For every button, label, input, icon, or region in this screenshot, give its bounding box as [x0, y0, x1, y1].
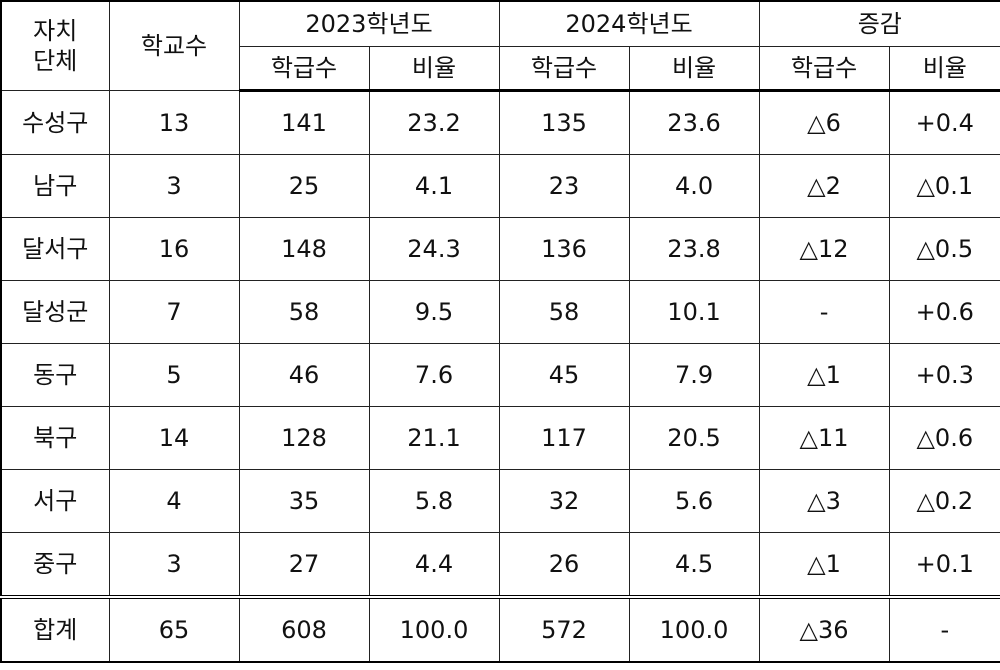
- table-cell: 7: [108, 280, 240, 344]
- header-cell: 2023학년도: [238, 0, 500, 47]
- table-cell: +0.3: [888, 343, 1000, 407]
- table-cell: 북구: [0, 406, 110, 470]
- header-cell: 비율: [368, 46, 500, 92]
- table-cell: 5.6: [628, 469, 760, 533]
- table-row: 달서구 16 148 24.3 136 23.8 △12 △0.5: [0, 217, 1000, 281]
- table-cell: 45: [498, 343, 630, 407]
- table-cell: △36: [758, 595, 890, 663]
- table-cell: 23.8: [628, 217, 760, 281]
- table-cell: 23: [498, 154, 630, 218]
- table-cell: 58: [238, 280, 370, 344]
- table-cell: 달성군: [0, 280, 110, 344]
- table-cell: 136: [498, 217, 630, 281]
- table-cell: 20.5: [628, 406, 760, 470]
- header-cell: 비율: [888, 46, 1000, 92]
- table-cell: 135: [498, 90, 630, 155]
- header-row: 학급수 비율 학급수 비율 학급수 비율: [1, 46, 1000, 92]
- table-row: 남구 3 25 4.1 23 4.0 △2 △0.1: [0, 154, 1000, 218]
- table-cell: △0.2: [888, 469, 1000, 533]
- table-cell: △1: [758, 532, 890, 598]
- table-cell: 3: [108, 532, 240, 598]
- table-cell: 3: [108, 154, 240, 218]
- table-cell: 24.3: [368, 217, 500, 281]
- header-cell: 학급수: [758, 46, 890, 92]
- table-cell: 23.2: [368, 90, 500, 155]
- total-row: 합계 65 608 100.0 572 100.0 △36-: [0, 595, 1000, 663]
- table-cell: +0.1: [888, 532, 1000, 598]
- table-cell: 7.9: [628, 343, 760, 407]
- table-cell: -: [758, 280, 890, 344]
- table-cell: △11: [758, 406, 890, 470]
- table-cell: 4: [108, 469, 240, 533]
- table-cell: △3: [758, 469, 890, 533]
- table-cell: 21.1: [368, 406, 500, 470]
- table-cell: 608: [238, 595, 370, 663]
- table-row: 동구 5 46 7.6 45 7.9 △1 +0.3: [0, 343, 1000, 407]
- table-cell: △0.1: [888, 154, 1000, 218]
- header-cell: 증감: [758, 0, 1000, 47]
- table-row: 서구 4 35 5.8 32 5.6 △3 △0.2: [0, 469, 1000, 533]
- table-cell: 남구: [0, 154, 110, 218]
- table-cell: -: [888, 595, 1000, 663]
- table-cell: △6: [758, 90, 890, 155]
- table-cell: 4.1: [368, 154, 500, 218]
- table-cell: 141: [238, 90, 370, 155]
- header-cell: 학급수: [238, 46, 370, 92]
- table-cell: 10.1: [628, 280, 760, 344]
- table-cell: +0.4: [888, 90, 1000, 155]
- table-cell: 26: [498, 532, 630, 598]
- table-cell: 572: [498, 595, 630, 663]
- table-cell: 128: [238, 406, 370, 470]
- table-cell: 5: [108, 343, 240, 407]
- table-cell: 7.6: [368, 343, 500, 407]
- table-cell: 합계: [0, 595, 110, 663]
- table-cell: △2: [758, 154, 890, 218]
- table-cell: 동구: [0, 343, 110, 407]
- table-cell: 4.5: [628, 532, 760, 598]
- table-row: 북구 14 128 21.1 117 20.5 △11 △0.6: [0, 406, 1000, 470]
- table-cell: +0.6: [888, 280, 1000, 344]
- table-cell: 117: [498, 406, 630, 470]
- table-cell: 100.0: [368, 595, 500, 663]
- table-row: 중구 3 27 4.4 26 4.5 △1 +0.1: [0, 532, 1000, 598]
- table-row: 달성군 7 58 9.5 58 10.1- +0.6: [0, 280, 1000, 344]
- table-row: 수성구 13 141 23.2 135 23.6 △6 +0.4: [0, 90, 1000, 155]
- table-cell: 수성구: [0, 90, 110, 155]
- table-cell: 14: [108, 406, 240, 470]
- header-cell: 학급수: [498, 46, 630, 92]
- table-cell: 9.5: [368, 280, 500, 344]
- table-cell: 서구: [0, 469, 110, 533]
- table-cell: 4.4: [368, 532, 500, 598]
- table-cell: 4.0: [628, 154, 760, 218]
- table-cell: △12: [758, 217, 890, 281]
- table-cell: 58: [498, 280, 630, 344]
- table-cell: 달서구: [0, 217, 110, 281]
- header-row: 자치 단체 학교수 2023학년도 2024학년도 증감: [0, 0, 1000, 91]
- header-cell: 2024학년도: [498, 0, 760, 47]
- table-cell: 27: [238, 532, 370, 598]
- table-cell: △0.6: [888, 406, 1000, 470]
- table-cell: 23.6: [628, 90, 760, 155]
- table-cell: 100.0: [628, 595, 760, 663]
- table-cell: 148: [238, 217, 370, 281]
- header-text: 자치: [33, 17, 78, 45]
- table-cell: 65: [108, 595, 240, 663]
- header-cell: 자치 단체: [0, 0, 110, 91]
- table-cell: △0.5: [888, 217, 1000, 281]
- table-cell: 46: [238, 343, 370, 407]
- table-cell: 25: [238, 154, 370, 218]
- table-cell: 35: [238, 469, 370, 533]
- table-cell: 5.8: [368, 469, 500, 533]
- table-cell: 16: [108, 217, 240, 281]
- table-cell: 13: [108, 90, 240, 155]
- table-cell: 32: [498, 469, 630, 533]
- table-cell: 중구: [0, 532, 110, 598]
- header-cell: 비율: [628, 46, 760, 92]
- header-text: 단체: [33, 47, 78, 75]
- table-cell: △1: [758, 343, 890, 407]
- header-cell: 학교수: [108, 0, 240, 91]
